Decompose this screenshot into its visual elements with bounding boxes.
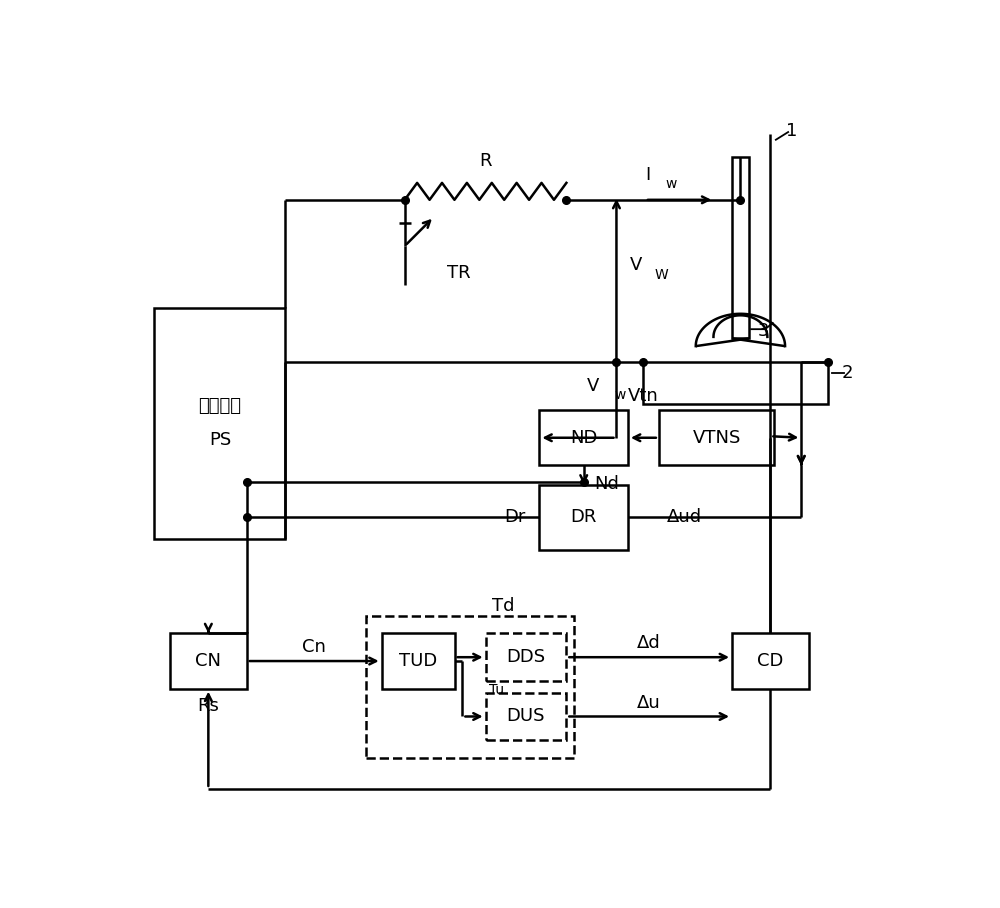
FancyBboxPatch shape [732, 634, 809, 689]
Text: Tu: Tu [489, 683, 504, 696]
Text: W: W [655, 268, 669, 281]
Text: TUD: TUD [399, 652, 437, 670]
Text: CD: CD [757, 652, 784, 670]
Text: Δd: Δd [637, 635, 661, 652]
Text: VTNS: VTNS [692, 429, 741, 447]
FancyBboxPatch shape [539, 410, 628, 466]
FancyBboxPatch shape [659, 410, 774, 466]
Text: TR: TR [447, 264, 471, 282]
FancyBboxPatch shape [486, 693, 566, 740]
Text: V: V [587, 377, 600, 395]
Text: Vtn: Vtn [628, 387, 659, 405]
FancyBboxPatch shape [643, 361, 828, 404]
Text: 2: 2 [842, 364, 853, 382]
Text: 1: 1 [786, 122, 797, 140]
Text: Δud: Δud [666, 508, 702, 527]
Text: Rs: Rs [197, 696, 219, 715]
Text: w: w [665, 177, 676, 192]
FancyBboxPatch shape [154, 308, 285, 538]
Text: Dr: Dr [504, 508, 526, 527]
Text: Cn: Cn [302, 638, 326, 656]
Text: DDS: DDS [506, 648, 546, 666]
Text: 焊接电源: 焊接电源 [198, 397, 241, 415]
FancyBboxPatch shape [486, 634, 566, 681]
Text: 3: 3 [757, 321, 769, 340]
Text: ND: ND [570, 429, 597, 447]
FancyBboxPatch shape [170, 634, 247, 689]
Text: DR: DR [571, 508, 597, 527]
Text: Td: Td [492, 597, 514, 616]
Text: I: I [645, 166, 650, 184]
Text: w: w [615, 388, 626, 402]
FancyBboxPatch shape [539, 485, 628, 550]
Text: Δu: Δu [637, 694, 661, 712]
Text: PS: PS [209, 431, 231, 449]
Text: R: R [479, 153, 492, 171]
FancyBboxPatch shape [382, 634, 455, 689]
Text: DUS: DUS [507, 707, 545, 725]
Text: CN: CN [195, 652, 221, 670]
Text: Nd: Nd [595, 475, 619, 493]
FancyBboxPatch shape [732, 157, 749, 339]
Text: V: V [630, 256, 642, 274]
